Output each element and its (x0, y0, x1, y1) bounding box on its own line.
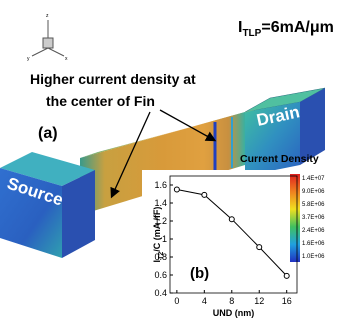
colorbar-label: 2.4E+06 (302, 228, 325, 234)
page: {"condition": {"main": "I", "sub": "TLP"… (0, 0, 346, 322)
y-tick-label: 1 (162, 234, 167, 244)
colorbar-label: 1.6E+06 (302, 241, 325, 247)
y-label-sub: T2 (158, 252, 165, 260)
colorbar-scale (290, 174, 300, 262)
y-tick-label: 1.4 (154, 198, 167, 208)
colorbar-label: 3.7E+06 (302, 215, 325, 221)
annotation-line: the center of Fin (46, 93, 155, 109)
condition-rest: =6mA/μm (261, 19, 333, 36)
x-tick-label: 0 (174, 296, 179, 306)
x-tick-label: 4 (202, 296, 207, 306)
y-tick-label: 0.6 (154, 270, 167, 280)
axis-z: z (46, 13, 49, 19)
condition-sub: TLP (242, 28, 261, 39)
panel-label: (b) (190, 265, 209, 282)
axes-triad: z y x (27, 13, 68, 62)
axis-x: x (65, 56, 68, 62)
x-tick-label: 16 (282, 296, 292, 306)
colorbar-label: 1.0E+06 (302, 254, 325, 260)
condition-label: ITLP=6mA/μm (238, 19, 334, 39)
colorbar-label: 5.8E+06 (302, 202, 325, 208)
x-tick-label: 12 (254, 296, 264, 306)
x-tick-label: 8 (229, 296, 234, 306)
annotation-line: Higher current density at (30, 71, 196, 87)
data-point (257, 245, 262, 250)
axis-y: y (27, 56, 30, 62)
data-point (284, 273, 289, 278)
data-point (174, 187, 179, 192)
data-point (202, 192, 207, 197)
y-tick-label: 1.6 (154, 180, 167, 190)
colorbar-label: 1.4E+07 (302, 176, 325, 182)
x-axis-label: UND (nm) (213, 308, 255, 318)
colorbar-title: Current Density (240, 153, 319, 165)
figure: z y x ITLP=6mA/μm Higher current density… (0, 0, 346, 322)
colorbar-label: 9.0E+06 (302, 189, 325, 195)
data-point (229, 217, 234, 222)
y-label-rest: /C (mA /fF) (152, 207, 162, 252)
y-tick-label: 0.4 (154, 288, 167, 298)
panel-label: (a) (38, 125, 58, 142)
